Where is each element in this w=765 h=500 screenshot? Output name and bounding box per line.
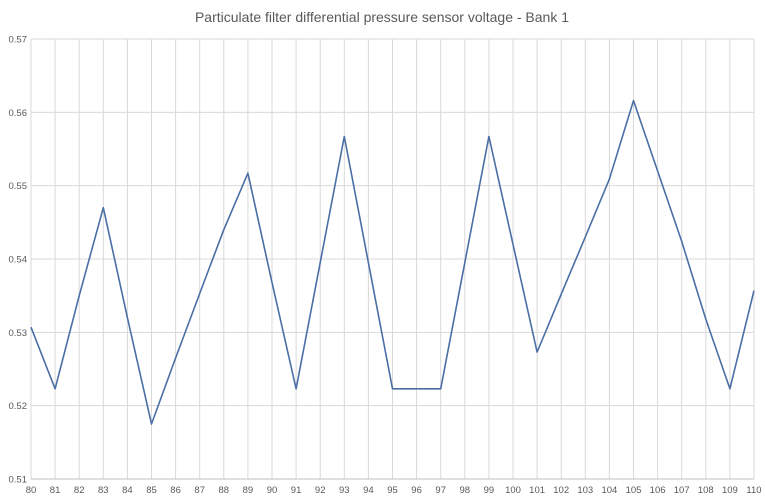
x-tick-label: 86 bbox=[170, 485, 181, 496]
x-tick-label: 99 bbox=[484, 485, 495, 496]
x-tick-label: 91 bbox=[291, 485, 302, 496]
x-tick-label: 93 bbox=[339, 485, 350, 496]
y-tick-label: 0.53 bbox=[9, 328, 28, 339]
x-tick-label: 85 bbox=[146, 485, 157, 496]
x-tick-label: 100 bbox=[505, 485, 521, 496]
y-tick-label: 0.57 bbox=[9, 35, 28, 46]
series-layer bbox=[30, 99, 755, 425]
x-tick-label: 87 bbox=[194, 485, 205, 496]
x-tick-label: 102 bbox=[553, 485, 569, 496]
x-tick-label: 89 bbox=[243, 485, 254, 496]
x-tick-label: 108 bbox=[698, 485, 714, 496]
y-tick-label: 0.55 bbox=[9, 181, 28, 192]
y-axis-tick-labels: 0.51 0.52 0.53 0.54 0.55 0.56 0.57 bbox=[9, 35, 28, 486]
x-tick-label: 107 bbox=[674, 485, 690, 496]
y-tick-label: 0.56 bbox=[9, 108, 28, 119]
x-tick-label: 105 bbox=[626, 485, 642, 496]
x-axis-tick-labels: 80 81 82 83 84 85 86 87 88 89 90 91 92 93 94 95 96 97 98 99… bbox=[26, 485, 762, 496]
y-tick-label: 0.52 bbox=[9, 401, 28, 412]
x-tick-label: 80 bbox=[26, 485, 37, 496]
x-tick-label: 94 bbox=[363, 485, 374, 496]
x-tick-label: 92 bbox=[315, 485, 326, 496]
y-tick-label: 0.51 bbox=[9, 475, 28, 486]
x-tick-label: 84 bbox=[122, 485, 133, 496]
x-tick-label: 104 bbox=[601, 485, 617, 496]
x-tick-label: 90 bbox=[267, 485, 278, 496]
x-tick-label: 82 bbox=[74, 485, 85, 496]
x-tick-label: 81 bbox=[50, 485, 61, 496]
x-tick-label: 109 bbox=[722, 485, 738, 496]
x-tick-label: 97 bbox=[435, 485, 446, 496]
x-tick-label: 101 bbox=[529, 485, 545, 496]
y-tick-label: 0.54 bbox=[9, 255, 28, 266]
x-tick-label: 103 bbox=[577, 485, 593, 496]
x-tick-label: 95 bbox=[387, 485, 398, 496]
series-line bbox=[30, 99, 755, 425]
x-tick-label: 96 bbox=[411, 485, 422, 496]
chart-title: Particulate filter differential pressure… bbox=[195, 9, 569, 25]
gridlines bbox=[30, 38, 755, 480]
x-tick-label: 110 bbox=[746, 485, 761, 496]
x-tick-label: 98 bbox=[460, 485, 471, 496]
x-tick-label: 88 bbox=[219, 485, 230, 496]
x-tick-label: 106 bbox=[650, 485, 666, 496]
x-tick-label: 83 bbox=[98, 485, 109, 496]
